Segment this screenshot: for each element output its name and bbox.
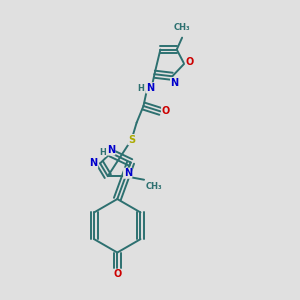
Text: N: N: [171, 78, 179, 88]
Text: N: N: [146, 83, 154, 93]
Text: CH₃: CH₃: [174, 23, 190, 32]
Text: N: N: [107, 145, 115, 155]
Text: H: H: [99, 148, 106, 157]
Text: H: H: [138, 84, 145, 93]
Text: O: O: [185, 57, 194, 67]
Text: N: N: [124, 168, 132, 178]
Text: S: S: [128, 135, 135, 145]
Text: N: N: [89, 158, 98, 168]
Text: O: O: [113, 269, 122, 279]
Text: O: O: [162, 106, 170, 116]
Text: CH₃: CH₃: [146, 182, 162, 191]
